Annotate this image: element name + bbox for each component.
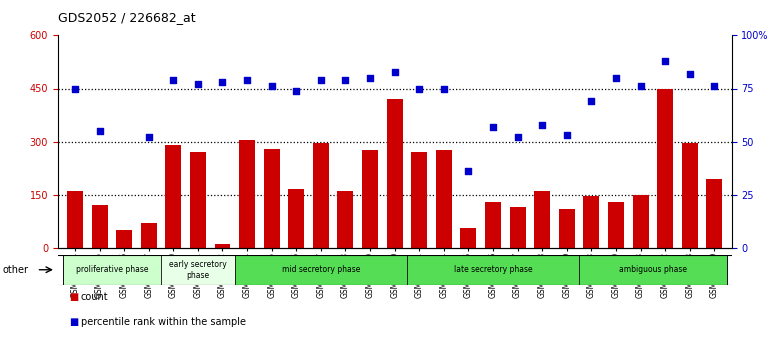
Bar [62,255,161,285]
Point [364,75,377,81]
Bar [657,88,673,248]
Text: other: other [2,265,28,275]
Bar [579,255,727,285]
Text: early secretory
phase: early secretory phase [169,260,227,280]
Bar [681,143,698,248]
Text: ■: ■ [69,317,79,327]
Bar [584,196,599,248]
Bar [337,191,353,248]
Point [142,135,155,140]
Text: ambiguous phase: ambiguous phase [619,266,687,274]
Point [388,69,400,74]
Point [266,84,278,89]
Text: late secretory phase: late secretory phase [454,266,532,274]
Text: GDS2052 / 226682_at: GDS2052 / 226682_at [58,11,196,24]
Point [487,124,499,130]
Bar [166,145,181,248]
Point [437,86,450,91]
Point [69,86,81,91]
Text: proliferative phase: proliferative phase [75,266,148,274]
Bar [67,191,83,248]
Point [561,132,573,138]
Bar [632,195,648,248]
Bar [190,152,206,248]
Point [585,98,598,104]
Bar [387,99,403,248]
Bar [706,179,722,248]
Text: mid secretory phase: mid secretory phase [282,266,360,274]
Bar [239,140,255,248]
Bar [161,255,235,285]
Bar [116,230,132,248]
Point [216,79,229,85]
Point [315,77,327,83]
Bar [411,152,427,248]
Bar [407,255,579,285]
Text: count: count [81,292,109,302]
Bar [510,207,526,248]
Bar [608,202,624,248]
Text: percentile rank within the sample: percentile rank within the sample [81,317,246,327]
Bar [141,223,157,248]
Bar [534,191,550,248]
Point [241,77,253,83]
Point [610,75,622,81]
Bar [485,202,501,248]
Bar [288,189,304,248]
Point [167,77,179,83]
Bar [263,149,280,248]
Point [93,128,105,134]
Bar [436,150,452,248]
Bar [313,143,329,248]
Bar [235,255,407,285]
Point [708,84,721,89]
Point [536,122,548,127]
Point [462,169,474,174]
Text: ■: ■ [69,292,79,302]
Point [659,58,671,64]
Bar [559,209,574,248]
Point [511,135,524,140]
Point [684,71,696,76]
Point [413,86,425,91]
Point [340,77,352,83]
Bar [362,150,378,248]
Bar [215,244,230,248]
Bar [460,228,477,248]
Point [290,88,303,93]
Bar [92,205,108,248]
Point [634,84,647,89]
Point [192,81,204,87]
